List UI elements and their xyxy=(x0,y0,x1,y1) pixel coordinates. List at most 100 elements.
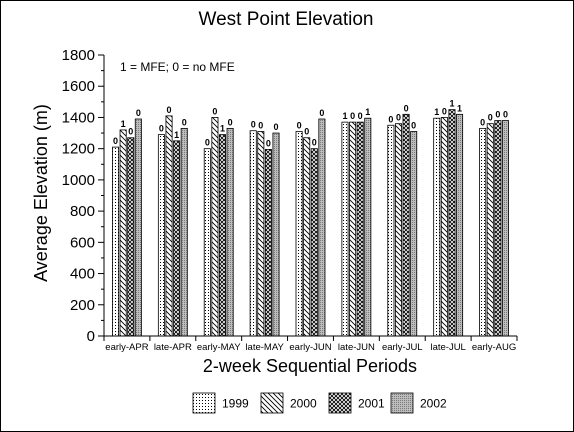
data-label: 1 xyxy=(434,107,439,117)
bar-1999-early-MAY xyxy=(203,148,211,337)
bar-2002-late-JUN xyxy=(364,117,372,337)
y-axis: 0 200 400 600 800 1000 1200 1400 1600 1800 xyxy=(62,47,105,345)
bar-2001-early-AUG xyxy=(494,120,502,337)
x-tick-label: late-APR xyxy=(154,342,192,353)
y-tick-label: 1000 xyxy=(62,172,95,189)
bar-2002-late-MAY xyxy=(272,132,280,337)
y-tick-label: 600 xyxy=(70,234,95,251)
bar-1999-late-MAY xyxy=(249,130,257,337)
legend-swatch-1999 xyxy=(192,392,216,414)
bar-2001-early-JUN xyxy=(310,148,318,337)
y-tick-label: 1800 xyxy=(62,47,95,64)
legend-swatch-2002 xyxy=(390,392,414,414)
data-label: 0 xyxy=(442,106,447,116)
data-label: 0 xyxy=(358,111,363,121)
data-label: 0 xyxy=(495,110,500,120)
data-label: 0 xyxy=(212,106,217,116)
y-tick-label: 200 xyxy=(70,297,95,314)
bar-1999-early-AUG xyxy=(479,127,487,337)
data-label: 0 xyxy=(274,122,279,132)
bar-2002-late-JUL xyxy=(456,113,464,337)
bar-2002-early-MAY xyxy=(226,127,234,337)
bar-2001-late-MAY xyxy=(264,149,272,337)
y-axis-title: Average Elevation (m) xyxy=(31,104,51,282)
data-label: 0 xyxy=(136,108,141,118)
bar-1999-late-JUL xyxy=(433,117,441,337)
x-tick-label: late-JUL xyxy=(430,342,465,353)
data-label: 0 xyxy=(319,108,324,118)
legend-label: 1999 xyxy=(222,397,249,411)
data-label: 0 xyxy=(258,120,263,130)
bar-2001-early-JUL xyxy=(402,113,410,337)
legend: 1999 2000 2001 2002 xyxy=(192,392,447,414)
data-label: 0 xyxy=(312,138,317,148)
bar-2001-late-JUL xyxy=(448,109,456,337)
bar-1999-late-JUN xyxy=(341,121,349,337)
legend-label: 2001 xyxy=(358,397,385,411)
bar-2000-early-JUL xyxy=(394,123,402,337)
data-label: 0 xyxy=(388,114,393,124)
data-label: 1 xyxy=(121,119,126,129)
data-label: 1 xyxy=(174,130,179,140)
legend-label: 2002 xyxy=(420,397,447,411)
data-label: 0 xyxy=(480,117,485,127)
x-axis: early-APR late-APR early-MAY late-MAY early-… xyxy=(103,335,518,353)
bar-2000-early-MAY xyxy=(211,117,219,337)
bar-1999-early-JUN xyxy=(295,131,303,337)
bar-2001-late-JUN xyxy=(356,121,364,337)
data-label: 0 xyxy=(350,111,355,121)
legend-label: 2000 xyxy=(290,397,317,411)
data-label: 0 xyxy=(396,113,401,123)
data-label: 0 xyxy=(488,113,493,123)
bar-2000-late-APR xyxy=(165,115,173,337)
bar-1999-early-APR xyxy=(112,146,120,337)
bar-1999-early-JUL xyxy=(387,124,395,337)
bar-2002-early-AUG xyxy=(501,120,509,337)
bar-2000-late-JUN xyxy=(349,121,357,337)
data-label: 0 xyxy=(182,117,187,127)
bar-2002-early-JUN xyxy=(318,118,326,337)
data-label: 0 xyxy=(503,110,508,120)
data-label: 1 xyxy=(457,103,462,113)
data-label: 0 xyxy=(228,117,233,127)
bar-2002-early-JUL xyxy=(410,131,418,337)
data-label: 1 xyxy=(342,111,347,121)
x-tick-label: early-JUL xyxy=(382,342,423,353)
bar-1999-late-APR xyxy=(157,134,165,337)
data-label: 1 xyxy=(220,124,225,134)
legend-swatch-2001 xyxy=(328,392,352,414)
y-tick-label: 1600 xyxy=(62,78,95,95)
y-tick-label: 800 xyxy=(70,203,95,220)
bar-2002-late-APR xyxy=(180,127,188,337)
data-label: 0 xyxy=(113,136,118,146)
x-tick-label: late-JUN xyxy=(338,342,375,353)
bar-2000-early-APR xyxy=(119,129,127,337)
data-label: 0 xyxy=(297,120,302,130)
data-label: 1 xyxy=(365,107,370,117)
bar-2000-late-MAY xyxy=(257,131,265,337)
data-label: 0 xyxy=(251,120,256,130)
bar-2000-late-JUL xyxy=(440,117,448,337)
x-tick-label: early-AUG xyxy=(472,342,516,353)
chart-title: West Point Elevation xyxy=(199,9,374,30)
data-label: 1 xyxy=(449,99,454,109)
y-tick-label: 1200 xyxy=(62,141,95,158)
data-label: 0 xyxy=(404,103,409,113)
x-tick-label: early-APR xyxy=(105,342,148,353)
bar-2001-early-APR xyxy=(127,137,135,337)
data-label: 0 xyxy=(205,138,210,148)
x-tick-label: early-MAY xyxy=(197,342,241,353)
chart-annotation: 1 = MFE; 0 = no MFE xyxy=(120,60,235,74)
y-tick-label: 0 xyxy=(87,328,95,345)
x-axis-title: 2-week Sequential Periods xyxy=(203,356,417,376)
x-tick-label: early-JUN xyxy=(289,342,331,353)
data-label: 0 xyxy=(167,105,172,115)
bar-2000-early-JUN xyxy=(303,137,311,337)
y-tick-label: 400 xyxy=(70,266,95,283)
legend-swatch-2000 xyxy=(260,392,284,414)
bar-2001-early-MAY xyxy=(219,134,227,337)
bar-2000-early-AUG xyxy=(486,123,494,337)
bar-2002-early-APR xyxy=(134,118,142,337)
